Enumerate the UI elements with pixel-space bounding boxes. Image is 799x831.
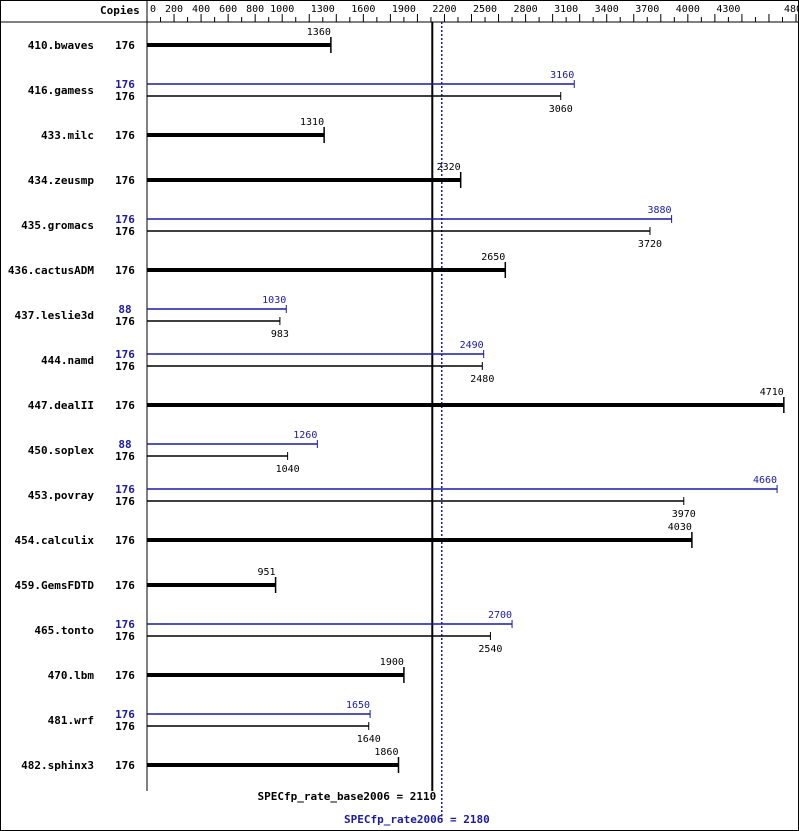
base-value-label: 4710 xyxy=(760,387,784,398)
base-value-label: 2650 xyxy=(481,252,505,263)
base-copies: 176 xyxy=(115,720,135,733)
peak-copies: 176 xyxy=(115,348,135,361)
base-copies: 176 xyxy=(115,264,135,277)
peak-value-label: 4660 xyxy=(753,475,777,486)
tick-label: 3400 xyxy=(595,4,619,15)
benchmark-name: 465.tonto xyxy=(34,624,94,637)
base-copies: 176 xyxy=(115,315,135,328)
tick-label: 400 xyxy=(192,4,210,15)
tick-label: 4800 xyxy=(784,4,798,15)
base-value-label: 1310 xyxy=(300,117,324,128)
peak-mean-label: SPECfp_rate2006 = 2180 xyxy=(344,813,490,826)
tick-label: 1300 xyxy=(311,4,335,15)
base-value-label: 3060 xyxy=(549,104,573,115)
base-value-label: 4030 xyxy=(668,522,692,533)
base-value-label: 1360 xyxy=(307,27,331,38)
benchmark-name: 454.calculix xyxy=(15,534,95,547)
benchmark-name: 444.namd xyxy=(41,354,94,367)
peak-copies: 88 xyxy=(118,438,131,451)
tick-label: 0 xyxy=(150,4,156,15)
tick-label: 600 xyxy=(219,4,237,15)
tick-label: 1000 xyxy=(270,4,294,15)
peak-value-label: 3880 xyxy=(648,205,672,216)
benchmark-name: 447.dealII xyxy=(28,399,94,412)
base-copies: 176 xyxy=(115,174,135,187)
tick-label: 1600 xyxy=(351,4,375,15)
peak-value-label: 1650 xyxy=(346,700,370,711)
benchmark-name: 434.zeusmp xyxy=(28,174,95,187)
base-copies: 176 xyxy=(115,450,135,463)
base-value-label: 2540 xyxy=(478,644,502,655)
benchmark-name: 416.gamess xyxy=(28,84,94,97)
peak-copies: 176 xyxy=(115,483,135,496)
base-copies: 176 xyxy=(115,399,135,412)
peak-copies: 176 xyxy=(115,618,135,631)
tick-label: 200 xyxy=(165,4,183,15)
tick-label: 2500 xyxy=(473,4,497,15)
benchmark-name: 437.leslie3d xyxy=(15,309,94,322)
base-value-label: 1860 xyxy=(374,747,398,758)
base-value-label: 2480 xyxy=(470,374,494,385)
base-copies: 176 xyxy=(115,360,135,373)
base-value-label: 3720 xyxy=(638,239,662,250)
tick-label: 4000 xyxy=(676,4,700,15)
base-copies: 176 xyxy=(115,759,135,772)
benchmark-name: 410.bwaves xyxy=(28,39,94,52)
benchmark-name: 470.lbm xyxy=(48,669,95,682)
base-value-label: 1640 xyxy=(357,734,381,745)
base-copies: 176 xyxy=(115,39,135,52)
base-value-label: 1040 xyxy=(276,464,300,475)
base-copies: 176 xyxy=(115,90,135,103)
base-value-label: 3970 xyxy=(672,509,696,520)
peak-value-label: 2700 xyxy=(488,610,512,621)
peak-copies: 176 xyxy=(115,213,135,226)
peak-copies: 176 xyxy=(115,708,135,721)
tick-label: 1900 xyxy=(392,4,416,15)
benchmark-name: 453.povray xyxy=(28,489,95,502)
benchmark-name: 481.wrf xyxy=(48,714,94,727)
copies-header: Copies xyxy=(100,4,140,17)
benchmark-name: 433.milc xyxy=(41,129,94,142)
base-copies: 176 xyxy=(115,579,135,592)
tick-label: 2800 xyxy=(514,4,538,15)
base-mean-label: SPECfp_rate_base2006 = 2110 xyxy=(257,790,436,803)
base-value-label: 983 xyxy=(271,329,289,340)
peak-value-label: 1030 xyxy=(262,295,286,306)
base-copies: 176 xyxy=(115,129,135,142)
base-copies: 176 xyxy=(115,495,135,508)
base-value-label: 1900 xyxy=(380,657,404,668)
peak-copies: 88 xyxy=(118,303,131,316)
tick-label: 3100 xyxy=(554,4,578,15)
peak-value-label: 3160 xyxy=(550,70,574,81)
benchmark-name: 482.sphinx3 xyxy=(21,759,94,772)
peak-copies: 176 xyxy=(115,78,135,91)
tick-label: 3700 xyxy=(635,4,659,15)
peak-value-label: 1260 xyxy=(293,430,317,441)
peak-value-label: 2490 xyxy=(460,340,484,351)
base-value-label: 951 xyxy=(258,567,276,578)
base-copies: 176 xyxy=(115,225,135,238)
base-copies: 176 xyxy=(115,534,135,547)
benchmark-name: 435.gromacs xyxy=(21,219,94,232)
base-copies: 176 xyxy=(115,669,135,682)
tick-label: 800 xyxy=(246,4,264,15)
tick-label: 4300 xyxy=(716,4,740,15)
benchmark-name: 450.soplex xyxy=(28,444,95,457)
benchmark-name: 436.cactusADM xyxy=(8,264,94,277)
base-value-label: 2320 xyxy=(437,162,461,173)
tick-label: 2200 xyxy=(432,4,456,15)
benchmark-name: 459.GemsFDTD xyxy=(15,579,95,592)
base-copies: 176 xyxy=(115,630,135,643)
